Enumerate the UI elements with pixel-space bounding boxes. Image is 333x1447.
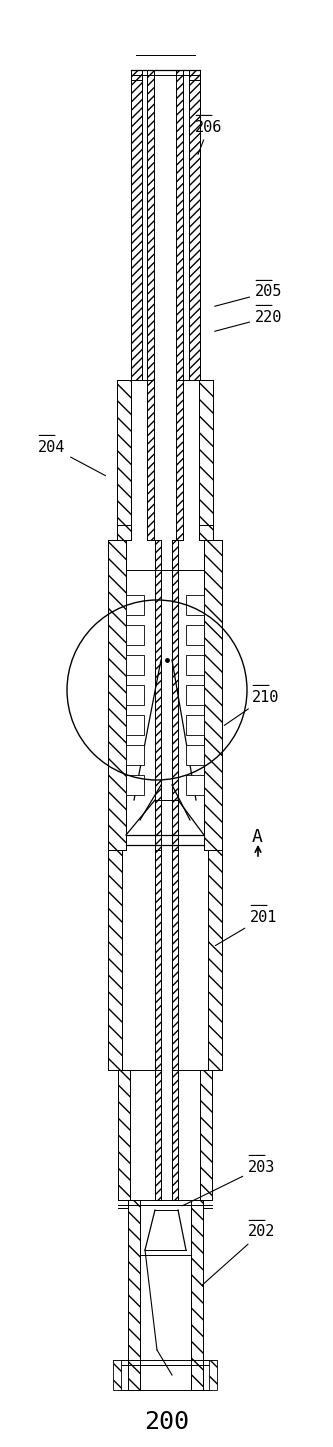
Text: A: A xyxy=(252,828,263,846)
Bar xyxy=(186,745,204,765)
Bar xyxy=(186,655,204,674)
Bar xyxy=(147,381,154,540)
Bar xyxy=(126,655,144,674)
Bar xyxy=(191,1200,203,1391)
Bar xyxy=(155,1069,161,1200)
Bar xyxy=(155,540,161,900)
Bar xyxy=(172,1069,178,1200)
Bar xyxy=(147,69,154,381)
Bar xyxy=(155,849,161,1069)
Bar xyxy=(186,684,204,705)
Bar xyxy=(176,381,183,540)
Bar xyxy=(189,69,200,381)
Bar xyxy=(204,540,222,849)
Bar xyxy=(108,849,122,1069)
Bar xyxy=(131,69,142,381)
Bar xyxy=(108,540,126,849)
Bar xyxy=(113,1360,121,1391)
Bar xyxy=(126,745,144,765)
Text: 203: 203 xyxy=(182,1159,275,1205)
Bar xyxy=(118,1069,130,1200)
Text: 202: 202 xyxy=(202,1224,275,1285)
Bar xyxy=(186,715,204,735)
Bar xyxy=(172,540,178,900)
Bar xyxy=(186,625,204,645)
Text: 205: 205 xyxy=(215,285,282,307)
Bar xyxy=(126,684,144,705)
Bar xyxy=(199,381,213,540)
Bar xyxy=(172,849,178,1069)
Bar xyxy=(126,776,144,794)
Bar xyxy=(200,1069,212,1200)
Text: 220: 220 xyxy=(215,310,282,331)
Text: 204: 204 xyxy=(38,440,106,476)
Bar xyxy=(117,381,131,540)
Text: 210: 210 xyxy=(224,690,279,725)
Bar xyxy=(209,1360,217,1391)
Bar xyxy=(128,1200,140,1391)
Bar xyxy=(186,776,204,794)
Bar xyxy=(186,595,204,615)
Text: 200: 200 xyxy=(145,1409,189,1434)
Bar xyxy=(126,625,144,645)
Bar xyxy=(176,69,183,381)
Text: 206: 206 xyxy=(195,120,222,155)
Bar xyxy=(208,849,222,1069)
Text: 201: 201 xyxy=(215,910,277,945)
Bar xyxy=(126,715,144,735)
Bar xyxy=(126,595,144,615)
